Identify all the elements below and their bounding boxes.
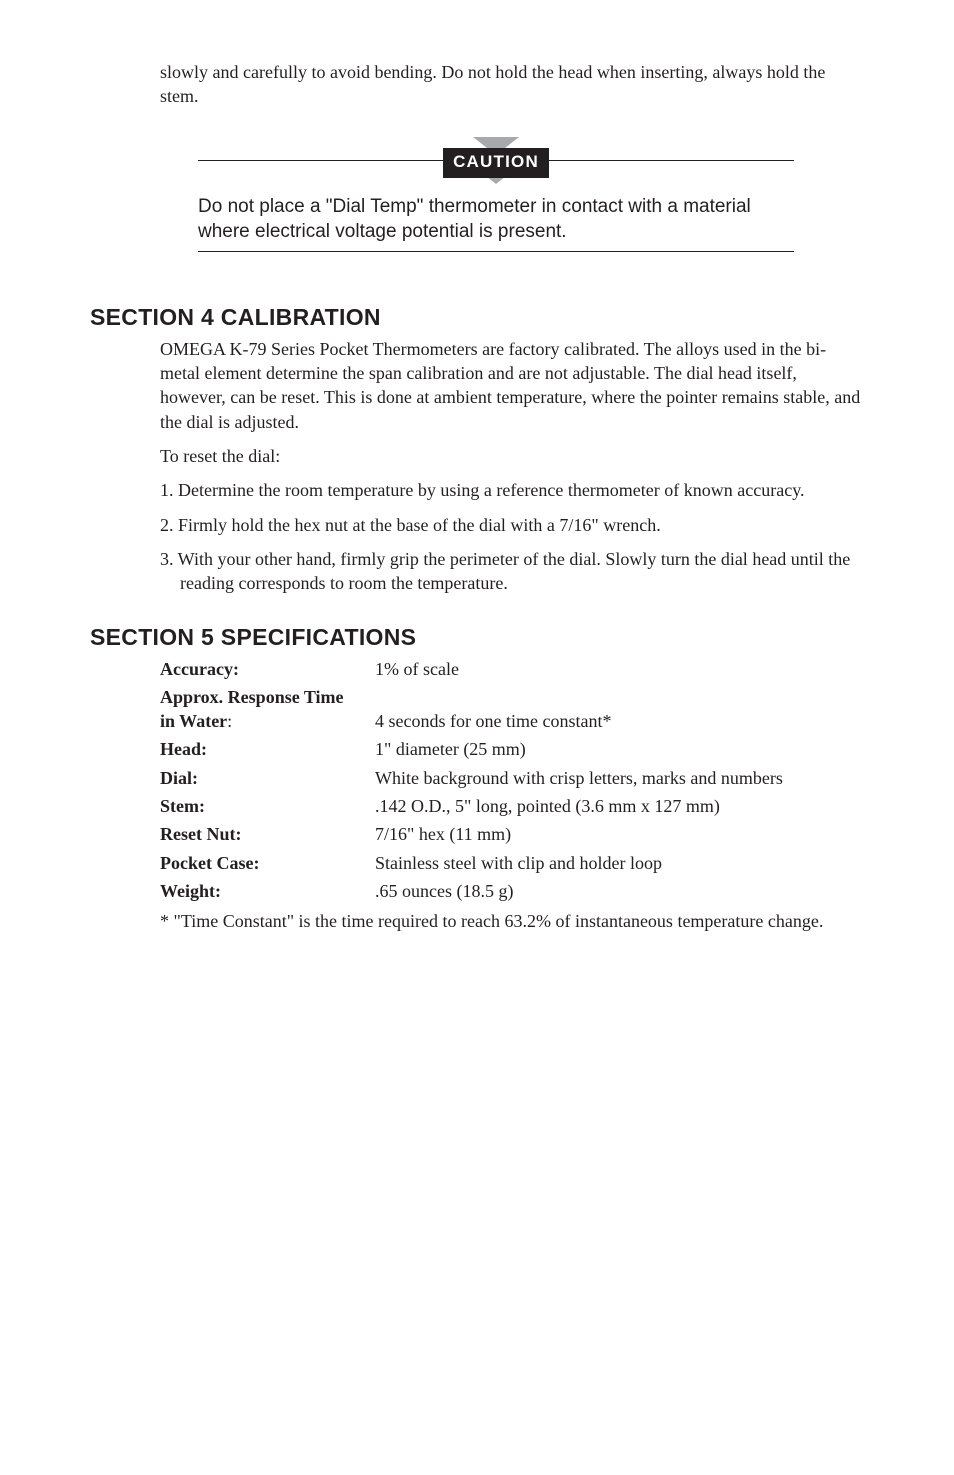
spec-row-stem: Stem: .142 O.D., 5" long, pointed (3.6 m…	[160, 794, 864, 818]
spec-value: .142 O.D., 5" long, pointed (3.6 mm x 12…	[375, 794, 864, 818]
spec-value: Stainless steel with clip and holder loo…	[375, 851, 864, 875]
spec-label: Approx. Response Time in Water:	[160, 685, 375, 734]
spec-value: .65 ounces (18.5 g)	[375, 879, 864, 903]
footnote: * "Time Constant" is the time required t…	[160, 909, 864, 933]
spec-label-line1: Approx. Response Time	[160, 687, 344, 707]
spec-row-head: Head: 1" diameter (25 mm)	[160, 737, 864, 761]
spec-value: 7/16" hex (11 mm)	[375, 822, 864, 846]
spec-row-weight: Weight: .65 ounces (18.5 g)	[160, 879, 864, 903]
section-4-heading: SECTION 4 CALIBRATION	[90, 302, 864, 333]
spec-row-pocket-case: Pocket Case: Stainless steel with clip a…	[160, 851, 864, 875]
section-4-body: OMEGA K-79 Series Pocket Thermometers ar…	[160, 337, 864, 596]
spec-row-accuracy: Accuracy: 1% of scale	[160, 657, 864, 681]
spec-value: 4 seconds for one time constant*	[375, 709, 864, 733]
spec-label: Weight:	[160, 879, 375, 903]
spec-label: Pocket Case:	[160, 851, 375, 875]
spec-label: Dial:	[160, 766, 375, 790]
step-3: 3. With your other hand, firmly grip the…	[160, 547, 864, 596]
calibration-paragraph: OMEGA K-79 Series Pocket Thermometers ar…	[160, 337, 864, 434]
spec-table: Accuracy: 1% of scale Approx. Response T…	[160, 657, 864, 904]
caution-badge-wrapper: CAUTION	[443, 137, 549, 184]
spec-row-reset-nut: Reset Nut: 7/16" hex (11 mm)	[160, 822, 864, 846]
spec-label: Reset Nut:	[160, 822, 375, 846]
section-5-heading: SECTION 5 SPECIFICATIONS	[90, 622, 864, 653]
step-1: 1. Determine the room temperature by usi…	[160, 478, 864, 502]
spec-label: Head:	[160, 737, 375, 761]
spec-value: White background with crisp letters, mar…	[375, 766, 864, 790]
spec-row-dial: Dial: White background with crisp letter…	[160, 766, 864, 790]
intro-paragraph: slowly and carefully to avoid bending. D…	[160, 60, 864, 109]
spec-label: Stem:	[160, 794, 375, 818]
rule-right	[549, 160, 794, 161]
caution-badge: CAUTION	[443, 148, 549, 178]
step-2: 2. Firmly hold the hex nut at the base o…	[160, 513, 864, 537]
reset-intro: To reset the dial:	[160, 444, 864, 468]
spec-row-response-time: Approx. Response Time in Water: 4 second…	[160, 685, 864, 734]
rule-left	[198, 160, 443, 161]
caution-rule: CAUTION	[198, 137, 794, 184]
spec-value: 1% of scale	[375, 657, 864, 681]
spec-value: 1" diameter (25 mm)	[375, 737, 864, 761]
spec-label: Accuracy:	[160, 657, 375, 681]
caution-block: CAUTION Do not place a "Dial Temp" therm…	[198, 137, 794, 252]
caution-text: Do not place a "Dial Temp" thermometer i…	[198, 194, 794, 252]
spec-label-line2: in Water	[160, 711, 227, 731]
